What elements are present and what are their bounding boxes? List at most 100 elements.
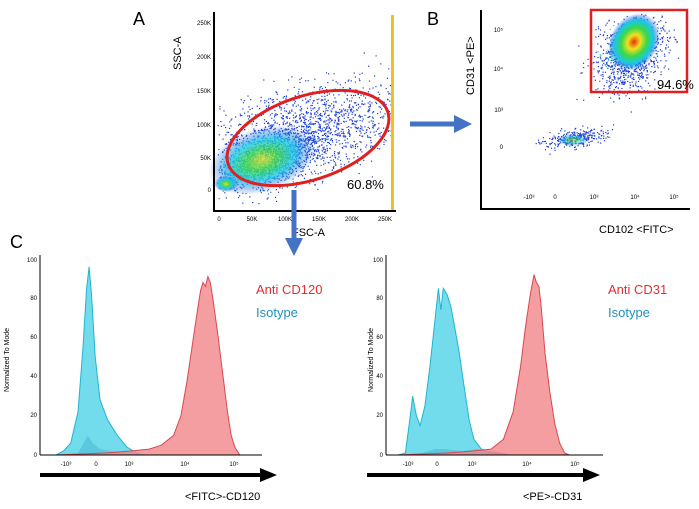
- panel-a-event: [270, 191, 272, 193]
- panel-a-event: [386, 77, 388, 79]
- panel-a-event: [310, 132, 312, 134]
- panel-a-event: [272, 101, 274, 104]
- panel-b-event: [613, 64, 615, 66]
- panel-a-event: [274, 196, 277, 198]
- panel-b-event: [607, 57, 609, 59]
- panel-a-event: [369, 88, 371, 90]
- panel-a-event: [321, 138, 324, 140]
- panel-b-event: [588, 141, 590, 143]
- panel-a-event: [379, 135, 381, 137]
- panel-a-event: [343, 164, 345, 166]
- panel-b-x-tick: -10³: [524, 195, 535, 201]
- panel-a-event: [338, 120, 340, 122]
- panel-c-right-x-ticks: -10³ 0 10³ 10⁴ 10⁵: [403, 461, 580, 468]
- panel-a-event: [309, 129, 311, 131]
- panel-b-event: [628, 72, 630, 74]
- panel-a-event: [269, 124, 271, 127]
- panel-a-event: [259, 108, 261, 110]
- panel-a-event: [328, 162, 330, 164]
- panel-a-event: [315, 172, 317, 174]
- panel-b-event: [590, 130, 592, 132]
- panel-b-event: [643, 66, 645, 68]
- panel-b-event: [611, 65, 614, 68]
- panel-a-event: [270, 124, 272, 126]
- panel-a-event: [369, 105, 371, 107]
- panel-b-event: [568, 131, 570, 133]
- panel-a-event: [286, 122, 288, 124]
- panel-a-event: [327, 138, 329, 140]
- panel-b-event: [652, 61, 655, 63]
- panel-b-event: [589, 133, 591, 135]
- panel-a-event: [331, 155, 333, 157]
- panel-b-event: [613, 89, 615, 91]
- panel-a-event: [363, 52, 365, 54]
- panel-b-event: [617, 79, 619, 81]
- panel-a-event: [285, 116, 287, 118]
- panel-a-event: [351, 111, 354, 113]
- panel-b-event: [607, 67, 609, 69]
- panel-a-event: [383, 141, 385, 143]
- panel-b-x-tick: 0: [553, 195, 557, 201]
- panel-a-event: [328, 130, 330, 132]
- panel-a-event: [327, 82, 329, 84]
- panel-a-event: [325, 103, 327, 105]
- panel-a-event: [330, 128, 332, 130]
- panel-a-event: [325, 135, 327, 137]
- panel-b-event: [613, 76, 615, 78]
- panel-b-event: [632, 78, 634, 80]
- panel-b-event: [623, 92, 625, 95]
- panel-c-right-ylabel: Normalized To Mode: [368, 328, 375, 392]
- panel-b-event: [597, 28, 600, 30]
- panel-b-event: [572, 132, 574, 134]
- panel-b-event: [629, 84, 631, 86]
- panel-b-event: [645, 74, 647, 76]
- panel-a-event: [348, 105, 351, 107]
- panel-a-event: [310, 109, 312, 112]
- panel-a-event: [271, 99, 273, 101]
- panel-b-event: [539, 142, 541, 144]
- panel-a-event: [385, 87, 387, 90]
- panel-b-event: [611, 65, 613, 67]
- panel-a-event: [299, 118, 301, 120]
- panel-a-event: [265, 105, 267, 107]
- panel-a-event: [304, 115, 306, 117]
- panel-a-event: [354, 89, 357, 91]
- panel-a-event: [312, 131, 315, 133]
- panel-b-event: [608, 20, 610, 22]
- panel-a-event: [373, 131, 375, 133]
- panel-b-event: [554, 136, 556, 139]
- panel-b-event: [561, 128, 563, 130]
- panel-b-event: [594, 79, 596, 81]
- panel-a-event: [308, 129, 310, 131]
- panel-a-gate-percent: 60.8%: [347, 177, 384, 192]
- panel-a-event: [352, 122, 355, 125]
- panel-a-gate-ellipse: [225, 88, 391, 188]
- panel-a-event: [341, 142, 343, 145]
- panel-a-event: [281, 117, 283, 119]
- panel-a-event: [354, 120, 356, 122]
- panel-a-event: [288, 110, 291, 112]
- panel-b-event: [576, 132, 578, 134]
- panel-a-event: [226, 131, 228, 133]
- panel-b-event: [613, 73, 615, 75]
- panel-a-event: [307, 112, 309, 114]
- panel-a-event: [375, 86, 377, 88]
- panel-b-event: [639, 73, 641, 75]
- panel-a-event: [240, 124, 242, 126]
- panel-a-event: [365, 131, 367, 133]
- panel-b-event: [665, 21, 667, 23]
- panel-a-event: [292, 181, 294, 183]
- panel-b-event: [603, 88, 605, 90]
- panel-a-event: [319, 124, 321, 126]
- panel-a-event: [380, 85, 382, 87]
- panel-a-event: [356, 120, 358, 122]
- panel-b-event: [565, 133, 568, 135]
- panel-a-event: [318, 140, 320, 142]
- panel-b-event: [650, 71, 652, 73]
- panel-b-event: [585, 133, 587, 135]
- panel-a-event: [335, 115, 337, 117]
- panel-a-event: [310, 113, 312, 115]
- panel-a-event: [239, 115, 242, 117]
- panel-a-event: [346, 158, 348, 160]
- panel-b-event: [638, 90, 640, 92]
